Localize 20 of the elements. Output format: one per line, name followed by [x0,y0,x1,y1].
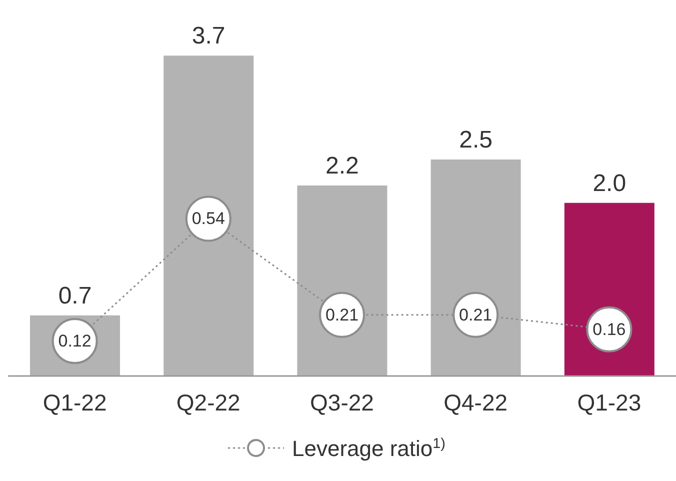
data-label: 0.54 [192,209,225,228]
legend-label: Leverage ratio$^{1)}$ [292,436,446,461]
data-label: 0.21 [459,305,492,324]
x-tick-label: Q2-22 [176,389,240,416]
data-label: 2.0 [592,170,626,197]
x-tick-label: Q1-22 [42,389,107,416]
bar [564,202,654,376]
x-tick-label: Q4-22 [444,389,508,416]
bar [297,186,388,376]
data-label: 0.16 [592,320,626,339]
x-tick-label: Q3-22 [310,389,374,416]
bar [164,56,254,376]
x-tick-label: Q1-23 [577,389,642,416]
data-label: 2.2 [326,152,359,180]
data-label: 0.12 [58,332,92,351]
data-label: 0.7 [58,282,92,310]
bar [430,160,521,376]
data-label: 0.21 [325,305,359,324]
data-label: 2.5 [459,126,492,154]
data-label: 3.7 [192,22,226,50]
